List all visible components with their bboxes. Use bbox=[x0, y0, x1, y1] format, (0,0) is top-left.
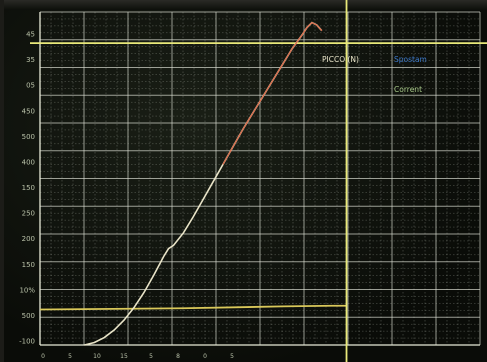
baseline-trace-line bbox=[39, 304, 347, 311]
y-tick-label: 150 bbox=[22, 261, 35, 269]
y-tick-label: 05 bbox=[26, 82, 35, 90]
chart-axes bbox=[39, 12, 480, 346]
x-tick-label: 5 bbox=[149, 353, 153, 360]
screen-bezel-left bbox=[0, 0, 4, 362]
y-tick-label: 150 bbox=[22, 184, 35, 192]
y-tick-label: 35 bbox=[26, 56, 35, 64]
y-tick-label: 450 bbox=[22, 107, 35, 115]
screen-bezel-top bbox=[0, 0, 487, 10]
legend-label: Spostam bbox=[394, 55, 427, 64]
legend-label: Corrent bbox=[394, 85, 422, 94]
chart-legend: PICCO (N) Spostam Corrent bbox=[322, 55, 427, 94]
x-tick-label: 10 bbox=[93, 353, 101, 360]
x-tick-label: 5 bbox=[230, 353, 234, 360]
y-tick-label: 500 bbox=[22, 312, 35, 320]
x-tick-label: 5 bbox=[68, 353, 72, 360]
x-tick-label: 0 bbox=[41, 353, 45, 360]
baseline-trace bbox=[39, 304, 347, 311]
y-tick-label: -100 bbox=[19, 338, 35, 346]
y-tick-label: 10% bbox=[19, 286, 35, 294]
y-tick-label: 500 bbox=[22, 133, 35, 141]
cursor-lines bbox=[30, 0, 487, 362]
series-line-overlay bbox=[222, 21, 323, 165]
x-tick-label: 15 bbox=[120, 353, 128, 360]
chart-series bbox=[84, 21, 323, 346]
y-tick-label: 250 bbox=[22, 210, 35, 218]
y-tick-label: 45 bbox=[26, 31, 35, 39]
x-tick-label: 8 bbox=[176, 353, 180, 360]
y-tick-label: 200 bbox=[22, 235, 35, 243]
legend-label: PICCO (N) bbox=[322, 55, 359, 64]
chart-grid bbox=[39, 11, 481, 346]
x-tick-label: 0 bbox=[203, 353, 207, 360]
y-tick-label: 400 bbox=[22, 158, 35, 166]
